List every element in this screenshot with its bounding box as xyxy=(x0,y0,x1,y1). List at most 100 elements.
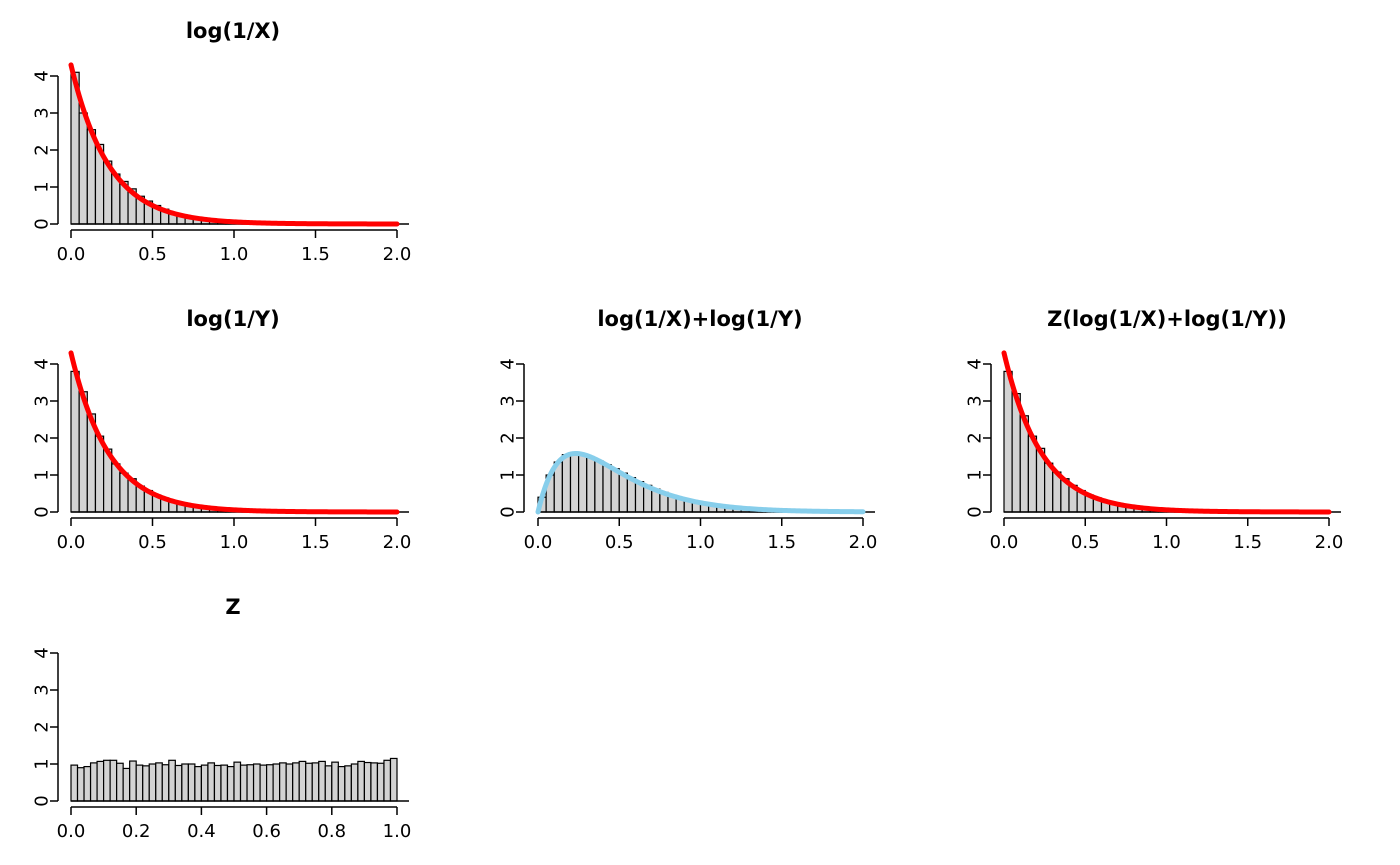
histogram-bar xyxy=(142,765,150,802)
histogram-bar xyxy=(78,112,88,225)
y-tick-label: 3 xyxy=(498,395,519,406)
x-tick-label: 0.2 xyxy=(122,821,151,842)
histogram-bar xyxy=(233,761,242,802)
x-tick-label: 0.0 xyxy=(57,244,86,265)
x-tick-label: 0.5 xyxy=(1071,532,1100,553)
y-tick-label: 2 xyxy=(32,721,53,732)
y-tick-label: 1 xyxy=(32,181,53,192)
y-tick-label: 1 xyxy=(32,469,53,480)
histogram-bar xyxy=(102,759,111,802)
x-tick-label: 0.5 xyxy=(138,244,167,265)
x-tick-label: 2.0 xyxy=(383,244,412,265)
histogram-bar xyxy=(122,767,131,802)
histogram-bar xyxy=(1003,370,1013,513)
histogram-bar xyxy=(213,764,222,802)
histogram-bar xyxy=(311,762,320,802)
histogram-bar xyxy=(337,765,346,802)
histogram-bar xyxy=(610,468,620,513)
histogram-bar xyxy=(318,760,326,802)
histogram-bar xyxy=(83,765,92,802)
y-tick-label: 4 xyxy=(32,647,53,658)
histogram-bar xyxy=(292,762,300,802)
histogram-bar xyxy=(389,757,398,802)
histogram-bar xyxy=(272,763,281,802)
histogram-bar xyxy=(363,761,372,802)
histogram-bar xyxy=(174,764,183,802)
x-tick-label: 2.0 xyxy=(1315,532,1344,553)
histogram-bar xyxy=(298,760,307,802)
panel-z: Z 0.0 0.2 0.4 0.6 0.8 1.0 0 1 2 3 4 xyxy=(32,595,412,842)
histogram-bar xyxy=(111,463,121,513)
y-tick-label: 4 xyxy=(965,358,986,369)
y-tick-label: 1 xyxy=(32,758,53,769)
x-tick-label: 1.0 xyxy=(1152,532,1181,553)
x-tick-label: 1.5 xyxy=(301,532,330,553)
histogram-bar xyxy=(578,454,588,513)
x-tick-label: 1.0 xyxy=(220,532,249,553)
histogram-bar xyxy=(561,454,572,513)
histogram-bar xyxy=(207,762,216,802)
histogram-bar xyxy=(70,370,80,513)
histogram-bar xyxy=(376,762,385,802)
histogram-bar xyxy=(96,760,105,802)
histogram-bar xyxy=(70,764,79,802)
x-tick-label: 2.0 xyxy=(849,532,878,553)
density-curve xyxy=(68,350,400,515)
histogram-bar xyxy=(279,762,287,802)
histogram-bar xyxy=(305,762,313,802)
x-tick-label: 1.5 xyxy=(301,244,330,265)
density-curve xyxy=(1001,350,1332,515)
histogram-bar xyxy=(266,764,274,802)
y-tick-label: 2 xyxy=(32,432,53,443)
histogram-bar xyxy=(602,464,612,513)
x-tick-label: 0.0 xyxy=(57,821,86,842)
y-tick-label: 4 xyxy=(498,358,519,369)
x-tick-label: 0.0 xyxy=(990,532,1019,553)
y-tick-label: 3 xyxy=(32,684,53,695)
panel-z-times-log-sum: Z(log(1/X)+log(1/Y)) 0.0 0.5 1.0 1.5 2.0 0 1 2 3 4 xyxy=(965,307,1344,553)
x-tick-label: 1.0 xyxy=(220,244,249,265)
x-tick-label: 1.5 xyxy=(767,532,796,553)
panel-title: Z(log(1/X)+log(1/Y)) xyxy=(1047,307,1287,331)
histogram-bar xyxy=(246,764,255,802)
x-tick-label: 0.8 xyxy=(317,821,346,842)
y-tick-label: 3 xyxy=(965,395,986,406)
x-tick-label: 0.6 xyxy=(252,821,281,842)
x-tick-label: 1.0 xyxy=(383,821,412,842)
y-tick-label: 2 xyxy=(32,144,53,155)
y-tick-label: 3 xyxy=(32,107,53,118)
histogram-bar xyxy=(116,762,124,802)
y-tick-label: 0 xyxy=(32,506,53,517)
y-tick-label: 1 xyxy=(498,469,519,480)
histogram-bar xyxy=(181,763,189,802)
histogram-bar xyxy=(285,763,294,802)
histogram-bar xyxy=(252,763,261,802)
y-tick-label: 1 xyxy=(965,469,986,480)
x-tick-label: 2.0 xyxy=(383,532,412,553)
x-tick-label: 1.0 xyxy=(686,532,715,553)
histogram-bar xyxy=(220,764,229,802)
x-tick-label: 0.0 xyxy=(57,532,86,553)
histogram-bar xyxy=(155,762,163,802)
x-tick-label: 0.5 xyxy=(138,532,167,553)
histogram-bar xyxy=(383,759,392,802)
histogram-bar xyxy=(226,765,235,802)
density-curve xyxy=(68,62,400,227)
y-tick-label: 0 xyxy=(498,506,519,517)
histogram-bar xyxy=(89,762,98,802)
y-tick-label: 2 xyxy=(965,432,986,443)
histogram-bar xyxy=(569,452,580,513)
histogram-bar xyxy=(200,764,209,802)
histogram-bar xyxy=(119,472,129,513)
y-tick-label: 2 xyxy=(498,432,519,443)
density-curve xyxy=(535,450,866,515)
x-tick-label: 1.5 xyxy=(1233,532,1262,553)
histogram-bar xyxy=(239,764,248,802)
panel-log-inv-x: log(1/X) 0.0 0.5 1.0 1.5 2.0 0 1 2 3 4 xyxy=(32,19,412,265)
histogram-bar xyxy=(109,759,118,802)
histogram-bar xyxy=(331,761,339,802)
y-tick-label: 3 xyxy=(32,395,53,406)
histogram-bar xyxy=(129,760,137,802)
histogram-bar xyxy=(344,765,352,802)
histogram-bar xyxy=(76,767,85,802)
